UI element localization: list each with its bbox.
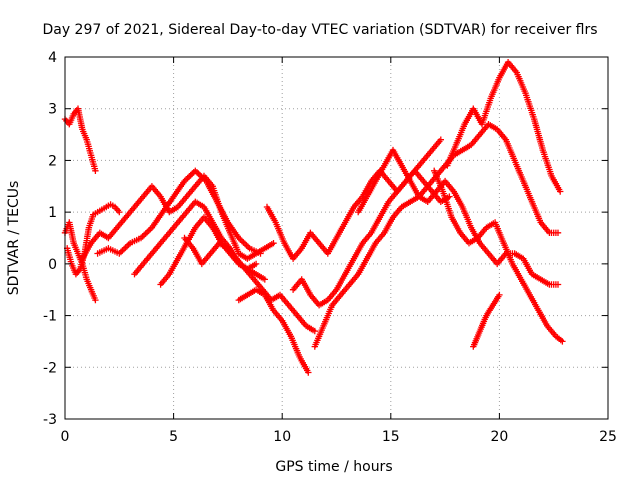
plot-border xyxy=(64,56,609,420)
data-points xyxy=(61,105,99,174)
series-arc-15 xyxy=(431,167,566,345)
data-points xyxy=(94,167,264,257)
series-arc-5 xyxy=(94,167,264,257)
y-axis-label: SDTVAR / TECUs xyxy=(6,181,22,296)
series-arc-9 xyxy=(235,286,312,376)
data-points xyxy=(235,286,312,376)
y-tick-label: 2 xyxy=(48,153,57,169)
series-arc-3 xyxy=(61,219,99,304)
data-points xyxy=(431,167,566,345)
data-points xyxy=(61,219,99,304)
series-arc-13 xyxy=(355,146,562,288)
data-points xyxy=(444,59,564,195)
tick-layer: 0 5 10 15 20 25 -3 -2 -1 0 1 2 3 4 xyxy=(43,50,617,445)
y-tick-label: 1 xyxy=(48,205,57,221)
y-tick-label: 3 xyxy=(48,102,57,118)
series-arc-16 xyxy=(470,291,503,350)
y-tick-label: -1 xyxy=(43,309,57,325)
x-tick-label: 5 xyxy=(169,429,178,445)
series-arc-11 xyxy=(289,136,444,309)
x-tick-label: 0 xyxy=(61,429,70,445)
series-arc-1 xyxy=(61,105,99,174)
x-tick-label: 20 xyxy=(490,429,508,445)
x-tick-label: 10 xyxy=(273,429,291,445)
y-tick-label: -3 xyxy=(43,412,57,428)
data-layer xyxy=(61,59,566,376)
chart-title: Day 297 of 2021, Sidereal Day-to-day VTE… xyxy=(42,22,597,38)
y-tick-label: 0 xyxy=(48,257,57,273)
data-points xyxy=(355,146,562,288)
x-tick-label: 15 xyxy=(382,429,400,445)
y-tick-label: 4 xyxy=(48,50,57,66)
data-points xyxy=(470,291,503,350)
x-axis-label: GPS time / hours xyxy=(275,459,392,475)
series-arc-14 xyxy=(444,59,564,195)
y-tick-label: -2 xyxy=(43,360,57,376)
data-points xyxy=(289,136,444,309)
x-tick-label: 25 xyxy=(599,429,617,445)
